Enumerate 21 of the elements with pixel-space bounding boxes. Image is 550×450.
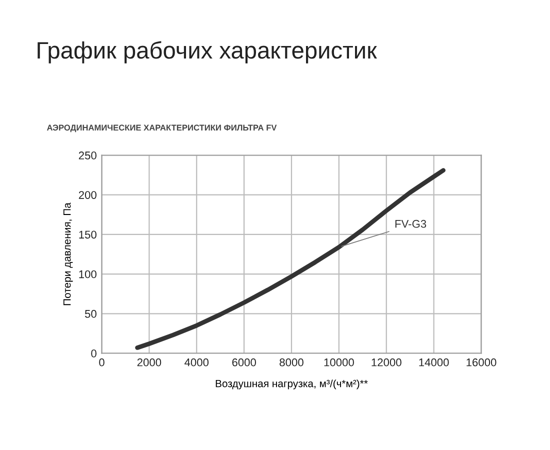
x-tick-label: 2000 (137, 358, 162, 366)
y-tick-label: 50 (84, 310, 96, 318)
chart-title: График рабочих характеристик (38, 41, 377, 64)
x-tick-label: 8000 (280, 358, 304, 366)
y-tick-label: 100 (79, 270, 96, 278)
x-axis-title: Воздушная нагрузка, м³/(ч*м²)** (216, 380, 368, 390)
series-label: FV-G3 (395, 220, 426, 228)
y-tick-label: 0 (91, 350, 96, 358)
y-axis-title: Потери давления, Па (63, 202, 73, 306)
x-tick-label: 16000 (466, 358, 496, 366)
chart-subtitle: АЭРОДИНАМИЧЕСКИЕ ХАРАКТЕРИСТИКИ ФИЛЬТРА FV (46, 124, 277, 132)
x-tick-label: 6000 (232, 358, 256, 366)
y-tick-label: 150 (79, 230, 96, 239)
x-tick-label: 0 (99, 358, 104, 366)
x-tick-label: 12000 (372, 358, 402, 366)
x-tick-label: 14000 (419, 358, 449, 366)
x-tick-label: 10000 (324, 358, 354, 366)
x-tick-label: 4000 (184, 358, 209, 366)
y-tick-label: 250 (78, 152, 96, 160)
y-tick-label: 200 (78, 191, 96, 199)
line-series (135, 168, 446, 350)
